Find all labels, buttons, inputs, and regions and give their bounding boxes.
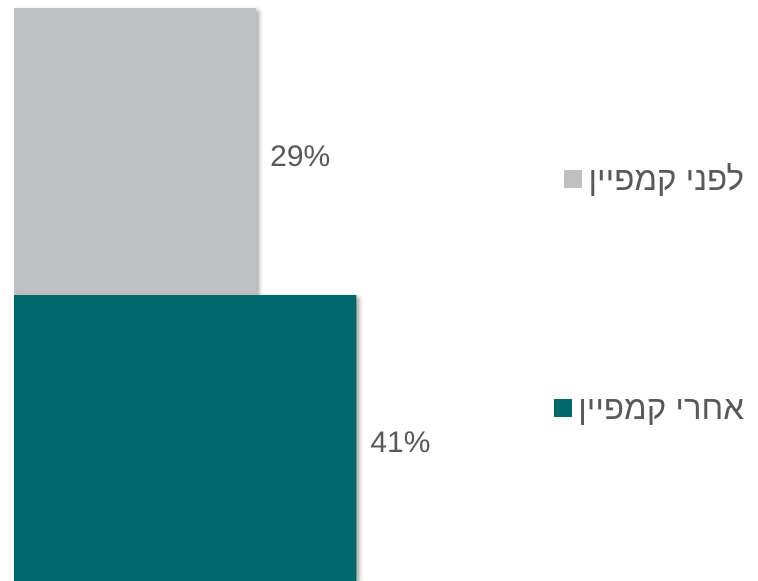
legend-label-after: אחרי קמפיין [578, 389, 744, 426]
legend-item-before: לפני קמפיין [564, 160, 744, 198]
legend-swatch-after [554, 399, 573, 417]
data-label-before: 29% [270, 140, 330, 173]
bar-after [14, 295, 357, 581]
legend-item-after: אחרי קמפיין [554, 389, 744, 427]
legend-label-before: לפני קמפיין [588, 160, 744, 197]
legend-swatch-before [564, 170, 583, 188]
bar-before [14, 8, 257, 295]
data-label-after: 41% [370, 426, 430, 459]
